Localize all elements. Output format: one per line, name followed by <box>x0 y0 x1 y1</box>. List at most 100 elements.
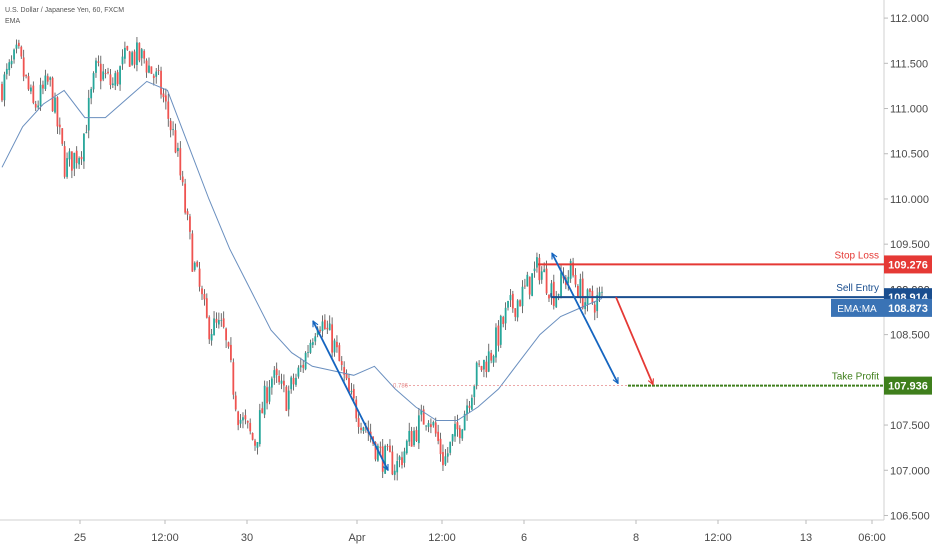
candle-body <box>323 319 326 329</box>
candle-body <box>410 431 413 447</box>
candle-body <box>133 51 136 65</box>
candle-body <box>155 71 158 77</box>
candle-body <box>321 321 324 332</box>
candle-body <box>263 385 266 415</box>
candle-body <box>164 95 167 102</box>
candle-body <box>415 430 418 441</box>
candle-body <box>138 42 141 61</box>
candle-body <box>145 60 148 73</box>
ema-badge: 108.873 EMA:MA <box>831 298 932 317</box>
candle-body <box>509 295 512 301</box>
candle-body <box>295 377 297 385</box>
candle-body <box>304 352 307 370</box>
candle-body <box>121 56 124 65</box>
candle-body <box>297 367 300 377</box>
candle-body <box>550 283 553 298</box>
candle-body <box>97 61 100 63</box>
candle-body <box>83 133 85 162</box>
candle-body <box>80 156 83 160</box>
candle-body <box>237 411 240 426</box>
candle-body <box>357 418 360 427</box>
candle-body <box>350 390 353 393</box>
candle-body <box>345 373 348 379</box>
x-tick-label: 13 <box>800 532 812 544</box>
candle-body <box>475 362 478 386</box>
candle-body <box>99 63 102 82</box>
candle-body <box>3 74 6 101</box>
candle-body <box>543 269 546 273</box>
candle-body <box>408 430 411 442</box>
y-tick-label: 107.500 <box>890 420 930 432</box>
candle-body <box>239 419 242 424</box>
candle-body <box>473 386 476 398</box>
candle-body <box>39 84 42 106</box>
candle-body <box>283 380 285 386</box>
candle-body <box>538 257 541 281</box>
x-tick-label: 06:00 <box>858 532 886 544</box>
stop-loss-label: Stop Loss <box>835 250 879 261</box>
candle-body <box>116 72 119 85</box>
candle-body <box>567 276 570 283</box>
levels: 0.786 Stop Loss Sell Entry Take Profit <box>393 250 884 390</box>
candle-body <box>280 380 283 384</box>
candle-body <box>379 446 382 448</box>
candle-body <box>393 470 396 475</box>
candle-body <box>499 315 502 345</box>
candle-body <box>162 93 165 98</box>
x-tick-label: 12:00 <box>151 532 179 544</box>
take-profit-label: Take Profit <box>832 372 879 383</box>
candle-body <box>444 456 447 465</box>
candle-body <box>73 152 76 169</box>
candle-body <box>398 456 401 461</box>
candle-body <box>557 294 560 296</box>
candle-body <box>131 52 134 65</box>
take-profit-badge-bg <box>884 376 932 395</box>
candle-body <box>461 429 464 439</box>
candle-body <box>95 60 97 73</box>
candle-body <box>126 46 129 50</box>
candle-body <box>533 268 536 272</box>
candle-body <box>191 233 194 272</box>
candle-body <box>261 408 264 414</box>
candles <box>1 36 603 481</box>
symbol-title: U.S. Dollar / Japanese Yen, 60, FXCM <box>5 7 125 14</box>
candle-body <box>37 105 40 108</box>
candle-body <box>519 300 521 307</box>
candle-body <box>521 286 524 307</box>
candle-body <box>463 413 466 431</box>
candle-body <box>389 445 391 453</box>
candle-body <box>174 130 177 153</box>
candle-body <box>198 268 201 287</box>
candle-body <box>157 70 160 72</box>
candle-body <box>136 42 138 66</box>
ema-badge-tag-label: EMA:MA <box>837 304 877 315</box>
candle-body <box>54 97 56 113</box>
candle-body <box>449 441 452 453</box>
candle-body <box>507 300 509 308</box>
candle-body <box>25 74 27 77</box>
candle-body <box>422 409 425 425</box>
candle-body <box>61 128 64 144</box>
candle-body <box>189 216 191 232</box>
candle-body <box>68 151 71 160</box>
candle-body <box>210 334 213 341</box>
candle-body <box>434 422 437 434</box>
x-tick-label: 6 <box>521 532 527 544</box>
candle-body <box>458 428 461 439</box>
x-tick-label: 30 <box>241 532 253 544</box>
blue-arrow-left <box>312 321 389 470</box>
candle-body <box>273 370 276 378</box>
candle-body <box>232 362 235 395</box>
candle-body <box>258 410 261 445</box>
candle-body <box>336 341 338 348</box>
candle-body <box>177 147 179 152</box>
candle-body <box>150 66 153 74</box>
candle-body <box>338 345 341 362</box>
candle-body <box>246 420 249 423</box>
candle-body <box>169 120 172 131</box>
candle-body <box>270 378 273 388</box>
candle-body <box>148 65 150 73</box>
